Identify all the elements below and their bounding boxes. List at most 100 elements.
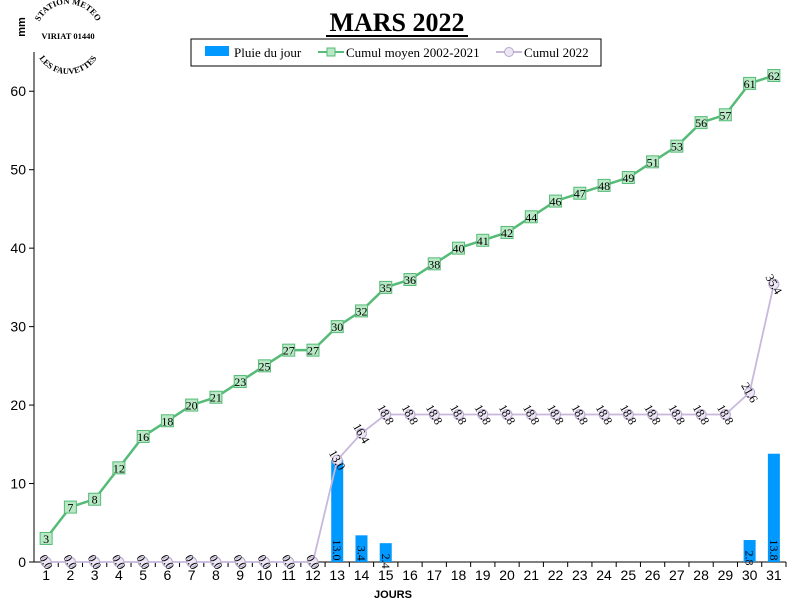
data-label-cumul-2022: 0.0	[206, 552, 226, 572]
data-label-cumul-moyen: 40	[453, 242, 465, 256]
point-cumul-2022	[574, 408, 586, 420]
data-label-cumul-2022: 0.0	[36, 552, 56, 572]
point-cumul-2022	[525, 408, 537, 420]
data-label-cumul-moyen: 21	[210, 391, 222, 405]
point-cumul-moyen	[646, 155, 660, 169]
point-cumul-2022	[40, 556, 52, 568]
data-label-cumul-moyen: 30	[331, 320, 343, 334]
point-cumul-2022	[355, 427, 367, 439]
point-cumul-2022	[453, 408, 465, 420]
data-label-cumul-moyen: 25	[258, 359, 270, 373]
data-label-cumul-moyen: 44	[525, 210, 537, 224]
point-cumul-2022	[64, 556, 76, 568]
point-cumul-moyen	[282, 343, 296, 357]
data-label-cumul-moyen: 46	[550, 195, 562, 209]
point-cumul-2022	[258, 556, 270, 568]
data-label-cumul-moyen: 47	[574, 187, 586, 201]
data-label-cumul-moyen: 41	[477, 234, 489, 248]
point-cumul-moyen	[233, 375, 247, 389]
y-tick-label: 20	[10, 397, 26, 413]
data-label-cumul-2022: 18.8	[374, 402, 397, 427]
point-cumul-moyen	[88, 492, 102, 506]
point-cumul-2022	[307, 556, 319, 568]
x-tick-label: 4	[115, 567, 123, 583]
data-label-cumul-2022: 0.0	[279, 552, 299, 572]
point-cumul-moyen	[427, 257, 441, 271]
data-label-cumul-2022: 18.8	[568, 402, 591, 427]
bar	[355, 535, 368, 562]
logo-line-2: VIRIAT 01440	[41, 31, 94, 41]
x-tick-label: 12	[305, 567, 321, 583]
data-label-bar: 2.4	[379, 554, 393, 569]
data-label-cumul-moyen: 57	[719, 108, 731, 122]
x-tick-label: 11	[281, 567, 296, 583]
data-label-cumul-moyen: 61	[744, 77, 756, 91]
point-cumul-2022	[186, 556, 198, 568]
point-cumul-moyen	[112, 461, 126, 475]
x-tick-label: 5	[139, 567, 147, 583]
legend-marker-2022	[504, 47, 514, 57]
point-cumul-moyen	[330, 320, 344, 334]
data-label-cumul-2022: 21.6	[738, 380, 761, 405]
data-label-cumul-2022: 0.0	[303, 552, 323, 572]
x-tick-label: 22	[548, 567, 564, 583]
data-label-bar: 13.8	[767, 540, 781, 561]
data-label-cumul-2022: 0.0	[255, 552, 275, 572]
x-tick-label: 18	[451, 567, 467, 583]
data-label-cumul-2022: 18.8	[496, 402, 519, 427]
series-line-cumul-moyen	[45, 74, 775, 540]
bar	[743, 540, 756, 562]
legend-swatch-bar	[205, 46, 229, 56]
data-label-cumul-2022: 0.0	[85, 552, 105, 572]
logo-line-1: STATION METEO	[32, 0, 103, 23]
x-tick-label: 2	[66, 567, 74, 583]
point-cumul-moyen	[160, 414, 174, 428]
data-label-cumul-moyen: 27	[307, 344, 319, 358]
data-label-cumul-2022: 18.8	[714, 402, 737, 427]
bar	[331, 460, 344, 562]
data-label-cumul-moyen: 7	[67, 501, 73, 515]
data-label-cumul-moyen: 49	[622, 171, 634, 185]
x-tick-label: 14	[354, 567, 370, 583]
x-tick-label: 31	[766, 567, 782, 583]
point-cumul-moyen	[379, 280, 393, 294]
data-label-cumul-moyen: 12	[113, 461, 125, 475]
x-tick-label: 28	[693, 567, 709, 583]
point-cumul-2022	[283, 556, 295, 568]
x-tick-label: 29	[718, 567, 734, 583]
data-label-cumul-2022: 18.8	[399, 402, 422, 427]
data-label-cumul-2022: 18.8	[447, 402, 470, 427]
point-cumul-moyen	[767, 69, 781, 83]
data-label-cumul-moyen: 35	[380, 281, 392, 295]
data-label-cumul-2022: 18.8	[690, 402, 713, 427]
point-cumul-moyen	[621, 171, 635, 185]
point-cumul-moyen	[209, 390, 223, 404]
x-tick-label: 10	[257, 567, 273, 583]
y-tick-label: 50	[10, 162, 26, 178]
point-cumul-2022	[768, 278, 780, 290]
data-label-cumul-moyen: 8	[92, 493, 98, 507]
point-cumul-moyen	[257, 359, 271, 373]
x-tick-label: 8	[212, 567, 220, 583]
point-cumul-moyen	[185, 398, 199, 412]
data-label-cumul-2022: 0.0	[61, 552, 81, 572]
legend-entry-pluie: Pluie du jour	[234, 45, 302, 60]
legend-box	[190, 38, 602, 67]
point-cumul-2022	[647, 408, 659, 420]
y-axis-label: mm	[16, 17, 28, 37]
data-label-cumul-moyen: 18	[161, 414, 173, 428]
point-cumul-moyen	[718, 108, 732, 122]
point-cumul-moyen	[743, 76, 757, 90]
y-tick-label: 10	[10, 476, 26, 492]
x-tick-label: 1	[42, 567, 50, 583]
point-cumul-moyen	[524, 210, 538, 224]
x-tick-label: 27	[669, 567, 685, 583]
point-cumul-moyen	[354, 304, 368, 318]
data-label-cumul-2022: 0.0	[182, 552, 202, 572]
data-label-bar: 13.0	[330, 540, 344, 561]
point-cumul-2022	[161, 556, 173, 568]
point-cumul-moyen	[694, 116, 708, 130]
x-tick-label: 25	[621, 567, 637, 583]
data-label-cumul-2022: 35.4	[763, 272, 786, 297]
